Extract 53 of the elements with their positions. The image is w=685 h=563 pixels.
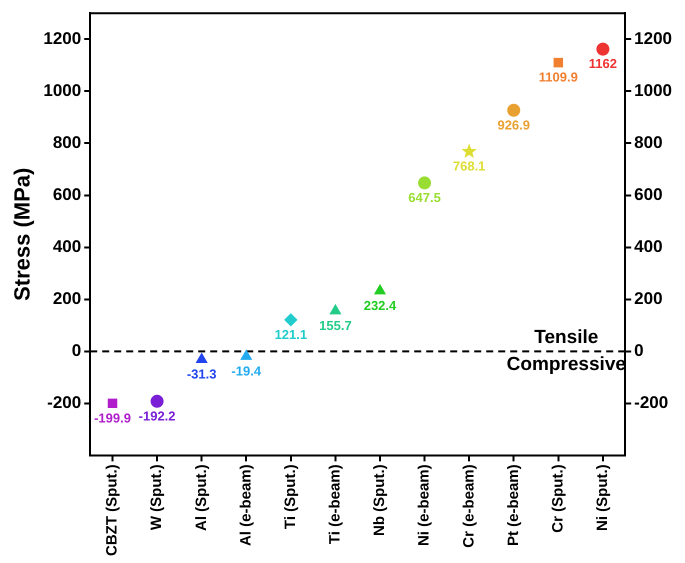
data-label: 1162: [588, 56, 617, 72]
data-label: 768.1: [452, 158, 486, 174]
y-tick-label: 400: [52, 236, 82, 256]
y-tick-label: 800: [52, 132, 82, 152]
x-tick-label: Nb (Sput.): [371, 464, 388, 536]
y-tick-label: 1000: [43, 80, 82, 100]
x-tick-label: Ti (Sput.): [282, 464, 299, 530]
data-label: -31.3: [186, 366, 216, 382]
y2-tick-label: -200: [634, 393, 668, 412]
data-label: 155.7: [319, 318, 352, 333]
data-label: 1109.9: [538, 70, 578, 85]
point: [374, 284, 386, 294]
point: [418, 176, 432, 190]
point: [596, 42, 610, 56]
y2-tick-label: 400: [634, 236, 663, 256]
annotation: Compressive: [506, 354, 626, 376]
y-axis-title: Stress (MPa): [9, 168, 34, 301]
point: [507, 104, 520, 117]
x-tick-label: Ni (e-beam): [416, 464, 433, 546]
y-tick-label: 600: [52, 184, 82, 204]
point: [240, 350, 252, 360]
y-tick-label: 200: [52, 288, 82, 308]
x-tick-label: Pt (e-beam): [504, 464, 522, 546]
data-label: 232.4: [364, 298, 398, 313]
point: [196, 352, 208, 363]
y-tick-label: -200: [47, 393, 82, 412]
y2-tick-label: 600: [634, 184, 663, 204]
x-tick-label: W (Sput.): [148, 464, 166, 530]
data-label: 121.1: [274, 326, 308, 342]
y2-tick-label: 1000: [634, 80, 672, 100]
y2-tick-label: 800: [634, 132, 663, 152]
y2-tick-label: 200: [634, 288, 663, 308]
y-tick-label: 0: [72, 341, 82, 360]
data-label: -192.2: [138, 408, 176, 424]
point: [462, 144, 477, 158]
x-tick-label: Ti (e-beam): [326, 464, 344, 544]
x-tick-label: Cr (e-beam): [460, 464, 478, 548]
x-tick-label: Al (e-beam): [237, 464, 254, 546]
data-label: -19.4: [231, 363, 262, 378]
annotation: Tensile: [534, 327, 598, 348]
point: [554, 58, 564, 68]
y-tick-label: 1200: [43, 28, 82, 48]
x-tick-label: Al (Sput.): [192, 464, 210, 532]
data-label: 647.5: [408, 190, 441, 205]
y2-tick-label: 1200: [634, 28, 672, 48]
x-tick-label: Ni (Sput.): [594, 464, 612, 532]
data-label: 926.9: [497, 117, 530, 132]
point: [330, 304, 342, 314]
y2-tick-label: 0: [634, 341, 644, 360]
x-tick-label: Cr (Sput.): [549, 464, 566, 533]
data-label: -199.9: [94, 410, 131, 426]
x-tick-label: CBZT (Sput.): [104, 464, 121, 556]
point: [284, 313, 298, 326]
